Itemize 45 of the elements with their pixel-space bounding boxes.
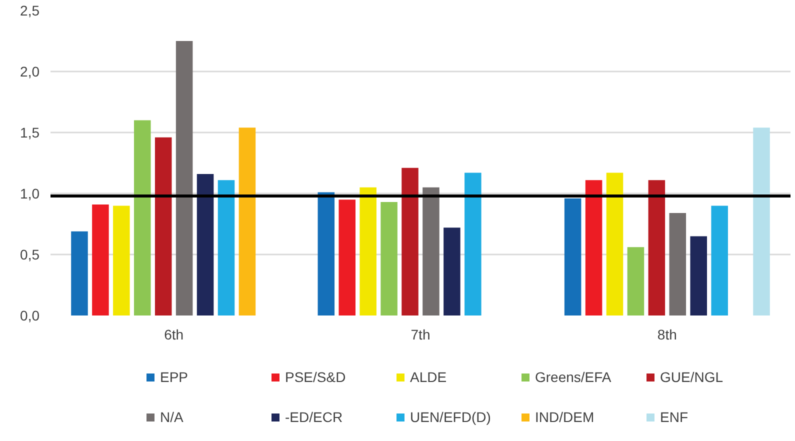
bar (606, 172, 624, 316)
bar (92, 204, 109, 316)
y-tick-label: 2,0 (20, 64, 40, 80)
y-tick-label: 0,5 (20, 246, 40, 262)
y-tick-label: 2,5 (20, 2, 40, 18)
bar (402, 168, 418, 316)
bar (627, 247, 644, 316)
bar (564, 198, 582, 316)
bar (360, 187, 376, 316)
bar (711, 206, 728, 316)
bar (380, 202, 398, 316)
legend-label: N/A (160, 409, 184, 425)
y-tick-label: 1,0 (20, 186, 40, 202)
y-tick-label: 0,0 (20, 308, 40, 324)
legend-label: EPP (160, 369, 190, 385)
legend-label: GUE/NGL (660, 369, 724, 385)
bar (753, 128, 770, 316)
bar (690, 236, 708, 316)
bar (318, 192, 335, 316)
bar (444, 228, 460, 316)
x-tick-label: 6th (164, 326, 184, 342)
bar (464, 172, 482, 316)
bar (218, 180, 235, 316)
bar (422, 187, 440, 316)
bar (585, 180, 602, 316)
legend-label: Greens/EFA (535, 369, 612, 385)
legend-label: IND/DEM (535, 409, 596, 425)
bar (176, 41, 193, 316)
x-tick-label: 7th (410, 326, 430, 342)
bar (196, 174, 214, 316)
legend-label: PSE/S&D (285, 369, 347, 385)
legend-label: UEN/EFD(D) (410, 409, 492, 425)
bar (134, 120, 151, 316)
bar (648, 180, 666, 316)
y-tick-label: 1,5 (20, 124, 40, 140)
bar (338, 200, 356, 316)
legend-label: ENF (660, 409, 689, 425)
x-tick-label: 8th (657, 326, 677, 342)
legend-label: ALDE (410, 369, 448, 385)
legend-label: -ED/ECR (285, 409, 344, 425)
bar (238, 128, 256, 316)
bar (113, 206, 130, 316)
bar (669, 213, 686, 316)
bar (71, 231, 88, 316)
bar (154, 137, 172, 316)
